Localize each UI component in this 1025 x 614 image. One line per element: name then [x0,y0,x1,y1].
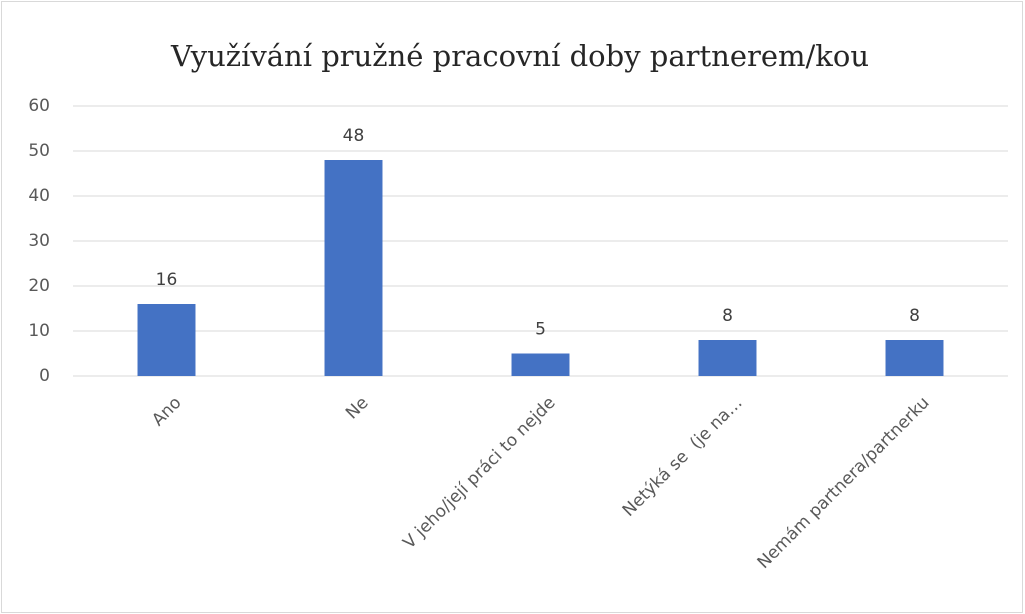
data-label: 16 [156,270,178,290]
y-tick-label: 60 [28,96,50,116]
y-tick-label: 20 [28,276,50,296]
bar [324,160,383,376]
bar [511,353,570,376]
chart-title: Využívání pružné pracovní doby partnerem… [170,39,869,73]
data-label: 8 [909,306,920,326]
data-label: 5 [535,320,546,340]
data-label: 8 [722,306,733,326]
data-label: 48 [343,126,365,146]
bar [137,304,196,376]
y-tick-label: 30 [28,231,50,251]
y-tick-label: 50 [28,141,50,161]
bar [698,340,757,376]
y-tick-label: 10 [28,321,50,341]
y-tick-label: 0 [39,366,50,386]
bar [885,340,944,376]
y-tick-label: 40 [28,186,50,206]
